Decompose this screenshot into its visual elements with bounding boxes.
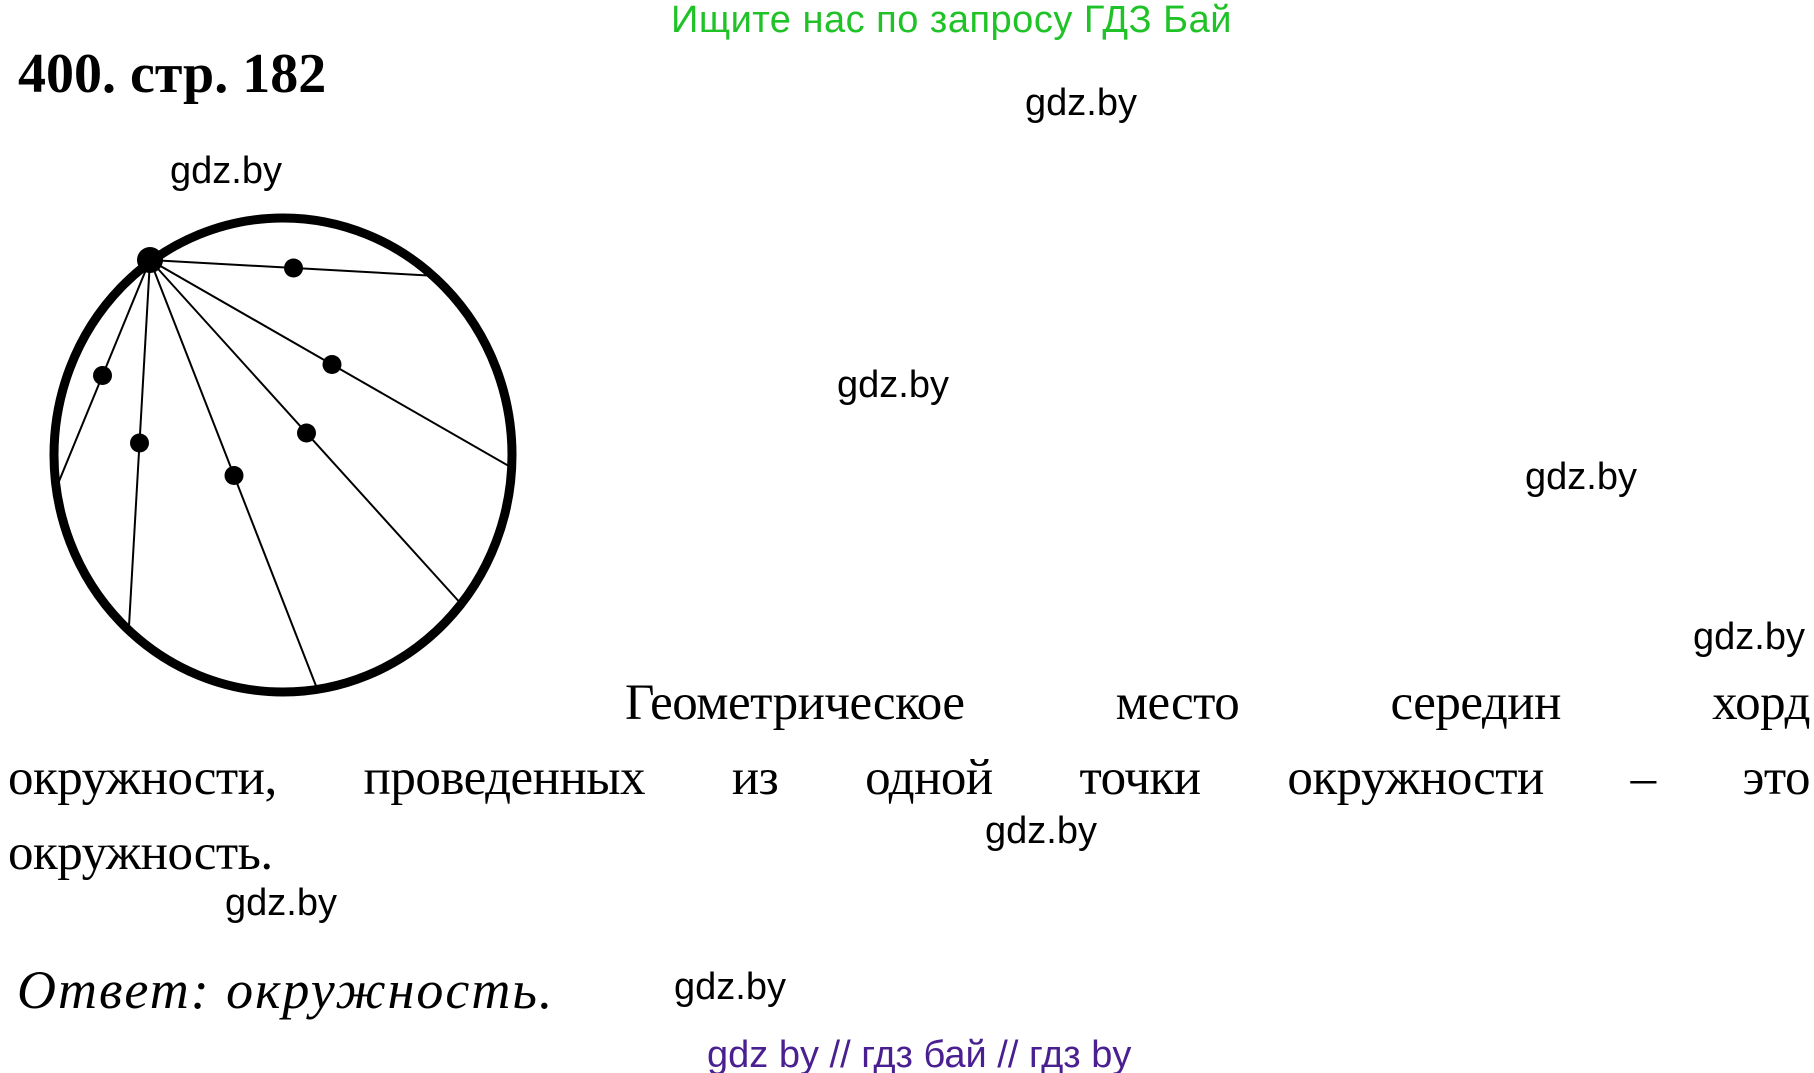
- chord-midpoint-dot: [322, 355, 342, 374]
- watermark-gdz: gdz.by: [225, 882, 337, 924]
- paragraph-line-1: Геометрическое место середин хорд: [625, 666, 1810, 741]
- word: одной: [865, 750, 993, 806]
- word: середин: [1390, 675, 1561, 731]
- watermark-gdz: gdz.by: [170, 150, 282, 192]
- footer-links-text: gdz by // гдз бай // гдз by: [707, 1034, 1132, 1073]
- word: точки: [1079, 750, 1202, 806]
- word: окружности,: [8, 750, 277, 806]
- chord-midpoint-dot: [224, 466, 244, 485]
- paragraph-line-3: окружность.: [8, 825, 273, 881]
- watermark-gdz: gdz.by: [1525, 456, 1637, 498]
- answer-text: Ответ: окружность.: [17, 960, 555, 1020]
- chord-midpoint-dot: [297, 423, 316, 443]
- word: место: [1115, 675, 1240, 731]
- word: Геометрическое: [625, 675, 965, 731]
- source-point-dot: [137, 247, 163, 273]
- chord-midpoint-dot: [284, 258, 303, 278]
- word: проведенных: [363, 750, 646, 806]
- word: хорд: [1712, 675, 1810, 731]
- chord-midpoint-dot: [130, 433, 149, 453]
- watermark-gdz: gdz.by: [985, 810, 1097, 852]
- problem-title: 400. стр. 182: [18, 43, 327, 105]
- chord-midpoint-dot: [93, 366, 112, 385]
- watermark-gdz: gdz.by: [674, 966, 786, 1008]
- watermark-gdz: gdz.by: [1025, 82, 1137, 124]
- solution-paragraph: Геометрическое место середин хорд окружност…: [8, 666, 1810, 891]
- circle-outline: [49, 213, 517, 697]
- watermark-gdz: gdz.by: [1693, 616, 1805, 658]
- circle-chords-diagram: [49, 213, 517, 697]
- word: –: [1630, 750, 1657, 806]
- word: окружности: [1287, 750, 1544, 806]
- watermark-gdz: gdz.by: [837, 364, 949, 406]
- word: это: [1742, 750, 1810, 806]
- promo-header-text: Ищите нас по запросу ГДЗ Бай: [671, 0, 1232, 41]
- paragraph-line-2: окружности, проведенных из одной точки окружн…: [8, 741, 1810, 816]
- word: из: [731, 750, 779, 806]
